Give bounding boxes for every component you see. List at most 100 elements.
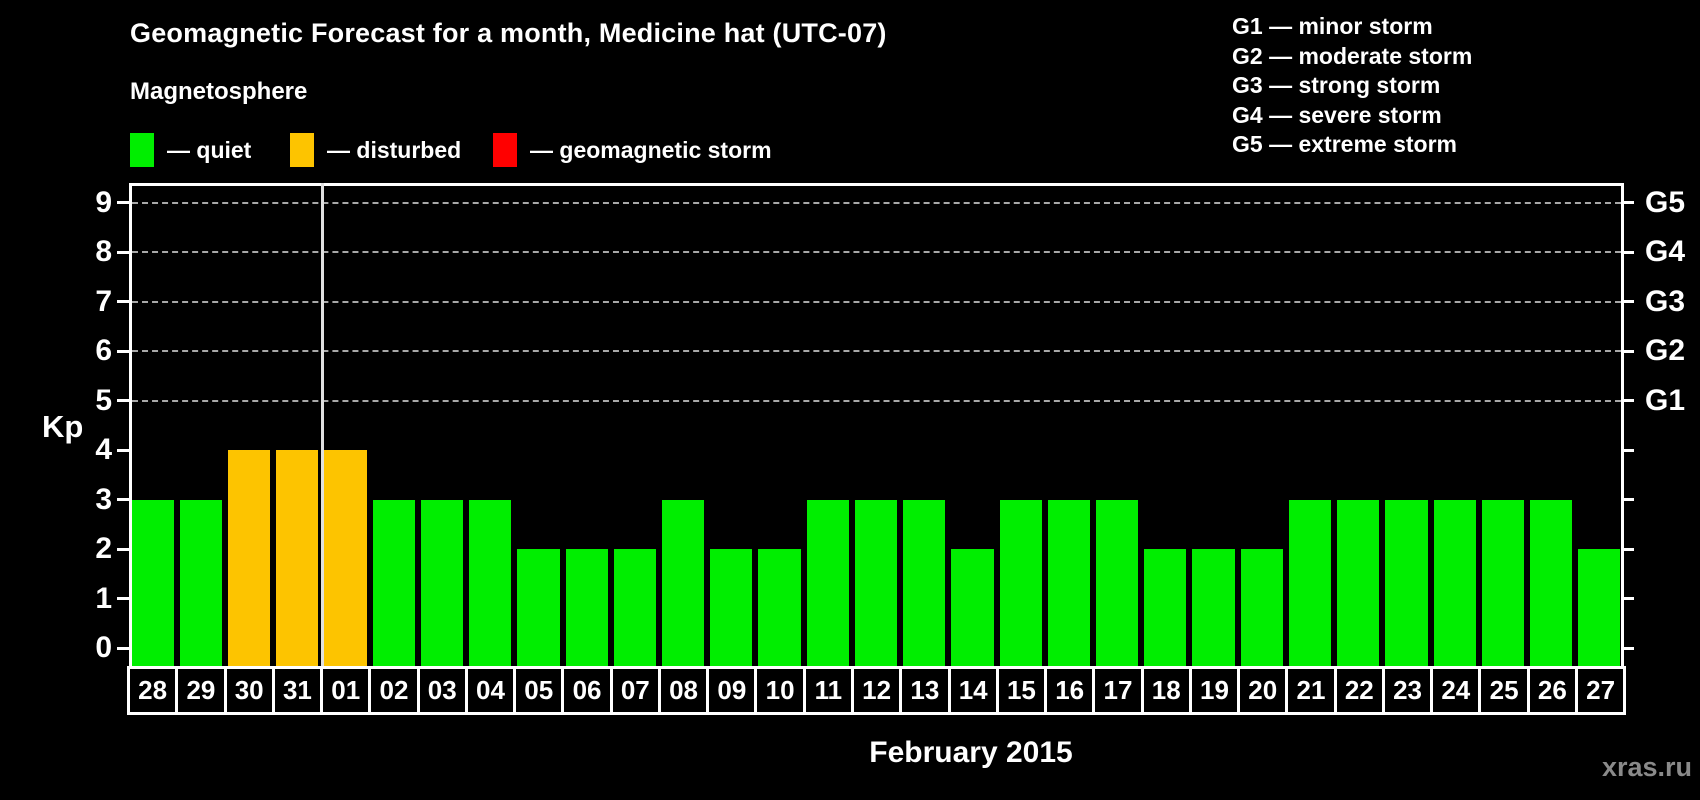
kp-bar-day-07 — [613, 549, 656, 666]
y-axis-tick-label: 5 — [95, 383, 112, 417]
day-cell-12: 12 — [850, 669, 899, 712]
kp-bar-day-14 — [951, 549, 994, 666]
kp-bar-day-02 — [372, 499, 415, 666]
kp-bar-day-30 — [227, 450, 271, 666]
kp-bar-day-20 — [1240, 549, 1283, 666]
kp-bar-day-10 — [758, 549, 801, 666]
g-axis-tick — [1621, 399, 1634, 402]
kp-bar-day-06 — [565, 549, 608, 666]
y-axis-tick — [117, 498, 130, 501]
legend-label-disturbed: — disturbed — [327, 137, 462, 163]
day-cell-24: 24 — [1430, 669, 1478, 712]
g-axis-tick — [1621, 597, 1634, 600]
day-cell-11: 11 — [802, 669, 851, 712]
kp-bar-day-31 — [276, 450, 319, 666]
g-axis-label-g1: G1 — [1645, 383, 1686, 417]
day-cell-13: 13 — [899, 669, 947, 712]
day-cell-09: 09 — [706, 669, 754, 712]
g-axis-tick — [1621, 349, 1634, 353]
y-axis-tick — [117, 448, 130, 452]
g-axis-tick — [1621, 646, 1634, 650]
kp-bar-day-09 — [710, 549, 753, 666]
kp-bar-day-12 — [854, 499, 898, 666]
y-axis-tick-label: 0 — [95, 631, 112, 664]
day-cell-08: 08 — [657, 669, 706, 712]
legend-swatch-disturbed — [290, 133, 314, 167]
day-cell-16: 16 — [1044, 669, 1092, 712]
kp-bar-day-17 — [1096, 499, 1139, 666]
day-cell-23: 23 — [1381, 669, 1430, 712]
legend-swatch-quiet — [130, 133, 154, 167]
kp-bar-day-08 — [661, 499, 705, 666]
gridline-kp9 — [132, 201, 1621, 204]
y-axis-tick-label: 2 — [95, 532, 112, 565]
x-axis-title: February 2015 — [869, 736, 1073, 769]
day-cell-20: 20 — [1237, 669, 1285, 712]
day-cell-21: 21 — [1285, 669, 1333, 712]
y-axis-tick-label: 9 — [95, 185, 112, 219]
kp-bar-day-29 — [179, 499, 222, 666]
kp-bar-day-19 — [1192, 549, 1235, 666]
day-cell-30: 30 — [223, 669, 272, 712]
y-axis-tick-label: 6 — [95, 334, 112, 367]
watermark: xras.ru — [1601, 752, 1692, 782]
day-cell-25: 25 — [1478, 669, 1526, 712]
kp-bar-day-28 — [131, 499, 174, 666]
gridline-kp8 — [132, 251, 1621, 253]
g-scale-legend: G1 — minor storm G2 — moderate storm G3 — … — [1232, 12, 1472, 160]
day-cell-26: 26 — [1526, 669, 1575, 712]
kp-bar-day-23 — [1385, 499, 1428, 666]
y-axis-tick-label: 3 — [95, 482, 112, 516]
g-axis-tick — [1621, 300, 1634, 303]
day-cell-06: 06 — [561, 669, 609, 712]
y-axis-tick — [117, 646, 130, 650]
gridline-kp5 — [132, 399, 1621, 402]
chart-title: Geomagnetic Forecast for a month, Medici… — [130, 18, 887, 48]
y-axis-tick-label: 8 — [95, 235, 112, 268]
y-axis-tick — [117, 300, 130, 303]
kp-bar-day-15 — [999, 499, 1042, 666]
kp-bar-day-18 — [1144, 549, 1187, 666]
kp-bar-day-22 — [1337, 499, 1380, 666]
g-legend-item: G3 — strong storm — [1232, 72, 1441, 98]
kp-bar-day-24 — [1433, 499, 1476, 666]
g-axis-tick — [1621, 448, 1634, 452]
g-axis-tick — [1621, 498, 1634, 501]
g-legend-item: G5 — extreme storm — [1232, 131, 1457, 157]
day-cell-18: 18 — [1140, 669, 1189, 712]
y-axis-tick-label: 4 — [95, 433, 112, 466]
kp-bar-day-25 — [1481, 499, 1525, 666]
g-axis-tick — [1621, 201, 1634, 204]
kp-bar-day-16 — [1047, 499, 1090, 666]
g-legend-item: G2 — moderate storm — [1232, 42, 1473, 69]
g-legend-item: G1 — minor storm — [1232, 13, 1433, 39]
y-axis-tick — [117, 399, 130, 402]
day-cell-17: 17 — [1092, 669, 1140, 712]
legend-label-quiet: — quiet — [167, 137, 252, 163]
g-axis-label-g5: G5 — [1645, 185, 1686, 219]
kp-bar-day-01 — [324, 450, 367, 666]
day-cell-07: 07 — [609, 669, 658, 712]
g-axis-label-g4: G4 — [1645, 235, 1686, 268]
legend-swatch-storm — [493, 133, 517, 167]
g-axis-label-g2: G2 — [1645, 334, 1686, 367]
y-axis-tick — [117, 250, 130, 254]
g-axis-tick — [1621, 250, 1634, 254]
y-axis-tick — [117, 349, 130, 353]
day-cell-01: 01 — [320, 669, 368, 712]
magnetosphere-legend: — quiet — disturbed — geomagnetic storm — [0, 133, 1100, 167]
day-cell-15: 15 — [995, 669, 1044, 712]
day-cell-05: 05 — [513, 669, 561, 712]
day-cell-31: 31 — [271, 669, 320, 712]
y-axis-tick — [117, 201, 130, 204]
g-legend-item: G4 — severe storm — [1232, 101, 1442, 128]
day-cell-29: 29 — [175, 669, 223, 712]
kp-bar-day-21 — [1288, 499, 1332, 666]
day-cell-14: 14 — [947, 669, 996, 712]
g-axis-tick — [1621, 547, 1634, 551]
kp-bar-day-04 — [469, 499, 512, 666]
kp-bar-day-26 — [1530, 499, 1573, 666]
g-axis-label-g3: G3 — [1645, 284, 1686, 318]
gridline-kp7 — [132, 300, 1621, 303]
